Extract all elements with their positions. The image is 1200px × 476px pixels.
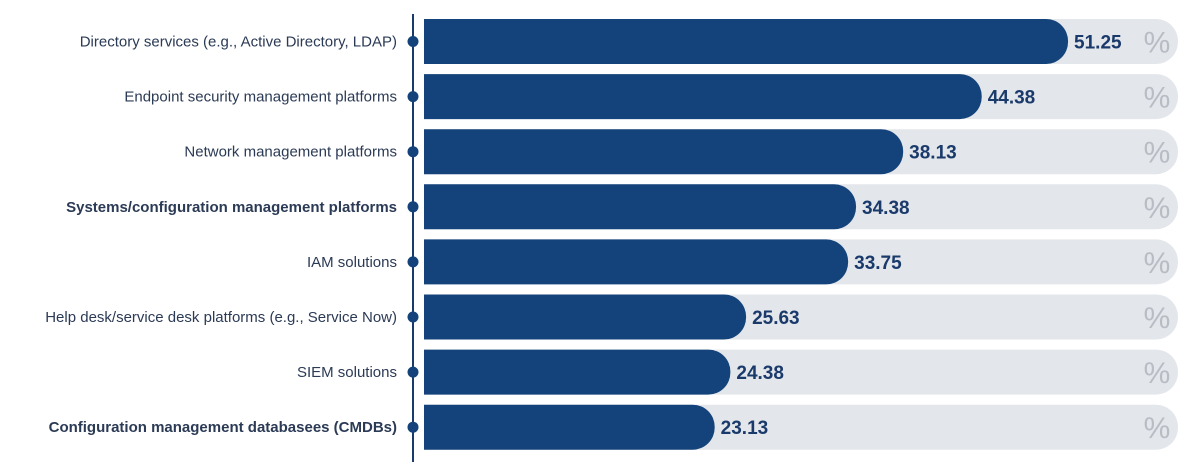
percent-label: % <box>1144 137 1171 170</box>
category-label: Directory services (e.g., Active Directo… <box>80 34 397 51</box>
axis-dot <box>407 366 419 378</box>
value-label: 51.25 <box>1074 33 1122 54</box>
category-label: IAM solutions <box>307 254 397 271</box>
percent-label: % <box>1144 357 1171 390</box>
bar <box>424 294 747 340</box>
bar <box>424 129 904 175</box>
percent-label: % <box>1144 302 1171 335</box>
category-label: Systems/configuration management platfor… <box>66 199 397 216</box>
percent-label: % <box>1144 27 1171 60</box>
category-label: Network management platforms <box>184 144 397 161</box>
bar <box>424 184 857 230</box>
value-label: 24.38 <box>736 363 784 384</box>
percent-label: % <box>1144 247 1171 280</box>
bar <box>424 349 731 395</box>
value-label: 25.63 <box>752 308 800 329</box>
axis-dot <box>407 421 419 433</box>
value-label: 44.38 <box>988 88 1036 109</box>
percent-label: % <box>1144 412 1171 445</box>
value-label: 34.38 <box>862 198 910 219</box>
percent-label: % <box>1144 192 1171 225</box>
value-label: 23.13 <box>721 418 769 439</box>
category-label: Help desk/service desk platforms (e.g., … <box>45 309 397 326</box>
category-label: Configuration management databasees (CMD… <box>49 419 397 436</box>
axis-dot <box>407 201 419 213</box>
bar <box>424 239 849 285</box>
bar <box>424 19 1069 64</box>
bar <box>424 404 715 450</box>
axis-dot <box>407 91 419 103</box>
value-label: 38.13 <box>909 143 957 164</box>
percent-label: % <box>1144 82 1171 115</box>
axis-dot <box>407 36 419 47</box>
axis-dot <box>407 146 419 158</box>
category-label: Endpoint security management platforms <box>124 89 397 106</box>
axis-dot <box>407 311 419 323</box>
category-label: SIEM solutions <box>297 364 397 381</box>
bar <box>424 74 982 120</box>
value-label: 33.75 <box>854 253 902 274</box>
axis-dot <box>407 256 419 268</box>
